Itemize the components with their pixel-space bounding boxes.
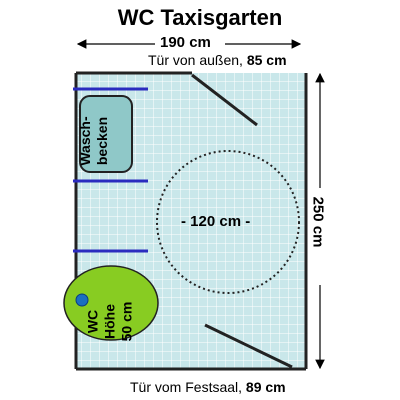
outer-door-width: 85 cm xyxy=(246,52,287,68)
plan-title: WC Taxisgarten xyxy=(117,5,283,30)
outer-door-leaf xyxy=(191,73,258,127)
sink-label-line1: Wasch- xyxy=(77,116,93,166)
festsaal-door-text: Tür vom Festsaal, xyxy=(130,379,243,395)
wc-label-line1: WC xyxy=(84,309,101,334)
wc-marker xyxy=(75,293,89,307)
outer-door-label: Tür von außen, 85 cm xyxy=(148,52,287,68)
wc-label: WC Höhe 50 cm xyxy=(85,282,136,362)
wc-label-line3: 50 cm xyxy=(118,301,135,342)
depth-label: 250 cm xyxy=(309,196,327,248)
sink-label-line2: becken xyxy=(94,116,110,166)
sink-fixture xyxy=(79,95,133,173)
festsaal-door-width: 89 cm xyxy=(245,379,286,395)
turning-circle xyxy=(156,150,300,294)
sink-label: Wasch- becken xyxy=(77,107,111,175)
festsaal-door-label: Tür vom Festsaal, 89 cm xyxy=(130,379,286,395)
turning-circle-label: - 120 cm - xyxy=(181,213,251,230)
wc-fixture xyxy=(63,265,159,341)
outer-door-text: Tür von außen, xyxy=(148,52,243,68)
width-label: 190 cm xyxy=(160,34,211,51)
festsaal-door-leaf xyxy=(204,323,293,369)
wc-label-line2: Höhe xyxy=(101,304,118,339)
